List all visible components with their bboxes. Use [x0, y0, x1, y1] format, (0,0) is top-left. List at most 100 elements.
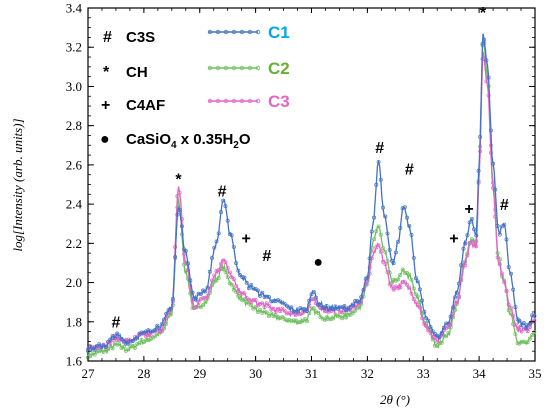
series-point-c3 [454, 299, 459, 304]
series-point-c1 [407, 223, 412, 228]
series-point-c3 [216, 268, 221, 273]
series-point-c2 [88, 354, 93, 358]
y-tick-label: 3.0 [66, 79, 82, 94]
series-point-c1 [393, 250, 398, 255]
series-point-c1 [331, 307, 336, 312]
series-point-c3 [124, 338, 128, 342]
legend-marker-c2 [223, 65, 229, 71]
series-point-c2 [307, 311, 312, 316]
series-point-c2 [344, 315, 349, 320]
series-point-c2 [271, 314, 276, 319]
series-point-c3 [376, 243, 381, 248]
series-point-c2 [289, 319, 294, 324]
series-point-c3 [348, 308, 353, 313]
peak-annotation: # [500, 197, 509, 214]
series-point-c3 [214, 269, 219, 274]
series-point-c3 [251, 298, 256, 303]
series-point-c3 [502, 280, 507, 285]
series-point-c1 [188, 278, 193, 283]
series-point-c2 [276, 315, 280, 320]
series-point-c1 [309, 292, 314, 297]
series-point-c3 [322, 309, 327, 314]
series-point-c1 [135, 336, 140, 341]
series-point-c2 [415, 294, 420, 299]
series-point-c1 [491, 161, 496, 166]
series-point-c3 [212, 273, 217, 278]
series-point-c3 [378, 249, 383, 254]
series-point-c1 [117, 333, 122, 338]
series-point-c1 [355, 299, 360, 304]
series-point-c1 [426, 318, 431, 323]
series-point-c2 [137, 341, 142, 346]
annotation-layer: # * # + # ● # # + + * # [111, 5, 508, 332]
series-point-c1 [262, 295, 267, 299]
series-point-c1 [179, 224, 184, 229]
series-point-c3 [203, 296, 208, 301]
series-point-c1 [246, 286, 251, 291]
series-point-c2 [532, 330, 537, 335]
y-tick-label: 2.4 [66, 197, 83, 212]
x-tick-label: 32 [361, 366, 374, 381]
series-point-c1 [480, 41, 485, 46]
series-point-c1 [493, 187, 498, 192]
y-tick-label: 1.8 [66, 314, 82, 329]
peak-annotation: ● [313, 254, 323, 271]
series-point-c1 [194, 297, 199, 302]
series-point-c1 [530, 313, 535, 318]
series-point-c3 [298, 312, 303, 316]
series-point-c3 [196, 300, 201, 304]
series-point-c3 [486, 93, 491, 98]
series-point-c2 [214, 278, 219, 283]
series-point-c1 [298, 306, 303, 311]
series-point-c2 [262, 309, 267, 314]
legend-label-c4af: C4AF [126, 97, 165, 114]
series-point-c3 [340, 310, 345, 315]
series-point-c1 [525, 322, 530, 327]
series-point-c2 [448, 325, 453, 330]
series-point-c1 [454, 290, 459, 295]
series-point-c2 [407, 272, 412, 277]
series-point-c1 [148, 329, 153, 334]
series-point-c2 [326, 317, 331, 322]
series-point-c1 [381, 205, 385, 210]
series-point-c1 [289, 305, 294, 310]
peak-annotation: * [480, 5, 487, 22]
series-point-c1 [244, 280, 249, 285]
series-point-c3 [159, 329, 164, 334]
series-point-c3 [225, 266, 230, 271]
series-point-c3 [287, 311, 292, 316]
legend-marker-c3 [231, 98, 237, 104]
series-point-c1 [198, 291, 203, 296]
series-point-c3 [435, 339, 440, 344]
series-point-c1 [340, 305, 345, 310]
series-point-c1 [346, 307, 351, 312]
series-point-c2 [528, 336, 532, 341]
legend-marker-c1 [231, 29, 237, 35]
series-point-c1 [448, 314, 453, 319]
series-point-c3 [177, 190, 182, 195]
legend-label-ch: CH [126, 64, 148, 81]
series-point-c1 [405, 215, 409, 220]
series-point-c3 [201, 296, 206, 301]
legend-label-casio4: CaSiO4 x 0.35H2O [126, 131, 251, 151]
series-point-c2 [267, 314, 271, 319]
series-point-c2 [400, 267, 405, 272]
series-point-c2 [324, 315, 329, 320]
series-point-c1 [267, 295, 271, 300]
series-point-c1 [203, 289, 208, 294]
series-point-c3 [463, 263, 468, 268]
series-point-c3 [396, 286, 401, 291]
phase-legend: # C3S * CH + C4AF ● CaSiO4 x 0.35H2O [100, 29, 251, 151]
series-point-c3 [296, 311, 301, 316]
series-point-c1 [532, 313, 537, 318]
series-point-c1 [214, 239, 219, 244]
series-point-c1 [326, 307, 331, 312]
legend-marker-c2 [239, 65, 245, 71]
series-point-c1 [236, 268, 241, 273]
series-point-c1 [128, 338, 133, 343]
series-point-c2 [132, 345, 137, 350]
series-point-c2 [264, 310, 269, 315]
series-point-c2 [409, 277, 414, 282]
series-point-c1 [282, 301, 287, 306]
series-point-c1 [446, 321, 451, 326]
